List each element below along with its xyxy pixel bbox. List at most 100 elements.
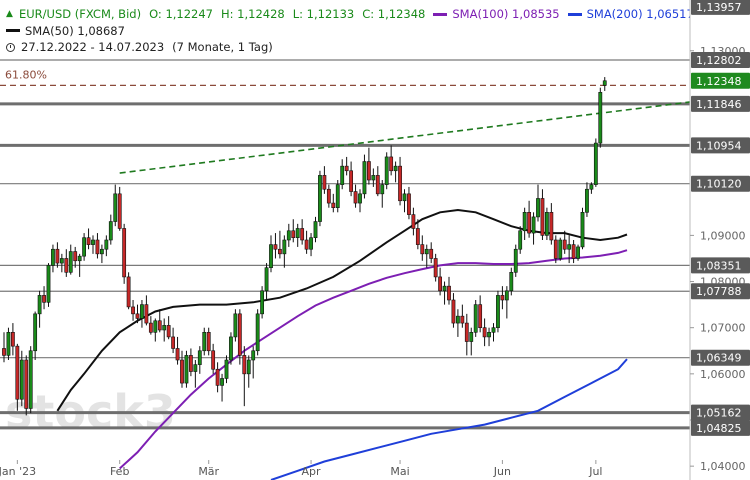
candle-up [580,212,585,248]
candle-up [28,350,33,409]
candle-down [144,304,149,324]
candle-up [255,313,260,352]
candle-down [135,313,140,319]
level-price-label-box [691,283,750,300]
y-tick-label: 1,04000 [700,460,746,473]
level-price-label: 1,04825 [696,422,742,435]
legend-sma100: SMA(100) 1,08535 [452,7,560,21]
candle-up [362,161,367,195]
candle-down [73,251,78,262]
candle-down [322,175,327,190]
candle-up [140,304,144,319]
candle-up [295,228,300,238]
candle-up [260,290,265,315]
candle-up [536,198,540,218]
candle-up [68,251,73,273]
candle-down [460,315,465,324]
candle-down [11,332,15,347]
candle-down [237,313,242,356]
candle-down [148,322,153,333]
legend-range: 27.12.2022 - 14.07.2023 [21,40,165,54]
candle-up [442,285,447,292]
candle-down [117,193,122,229]
candle-up [193,364,198,372]
candle-up [104,239,109,250]
sma200-line [270,358,628,480]
level-price-label-box [691,52,750,68]
x-tick-label: Apr [302,465,322,478]
candle-up [455,315,460,324]
candle-up [113,193,118,222]
candle-up [251,350,256,361]
candle-up [286,230,291,241]
candle-up [313,221,318,238]
candle-down [353,191,358,204]
candle-down [540,198,545,236]
candle-up [598,92,603,144]
candle-down [349,170,354,192]
candle-down [24,359,29,409]
y-tick-label: 1,09000 [700,229,746,242]
candle-down [407,193,411,215]
level-price-label: 1,10954 [696,139,742,152]
legend-high: H: 1,12428 [221,7,285,21]
legend-sma200: SMA(200) 1,06517 [586,7,694,21]
legend-low: L: 1,12133 [292,7,355,21]
level-price-label-box [691,419,750,436]
candle-down [211,350,216,370]
legend-sma50: SMA(50) 1,08687 [25,23,125,38]
candle-up [340,165,345,185]
horizontal-levels[interactable]: 61.80% [0,59,694,430]
candle-up [585,188,589,213]
candle-down [500,295,505,301]
x-tick-label: Jun [493,465,511,478]
candle-up [424,248,429,255]
candle-up [100,248,104,255]
candle-down [438,276,443,292]
sma100-line [119,249,628,470]
candle-up [335,184,340,208]
legend-period: (7 Monate, 1 Tag) [172,40,273,54]
candle-up [309,237,313,250]
top-price-label-box [691,0,750,15]
candles [2,77,607,416]
candle-down [571,244,576,259]
trendline[interactable] [119,100,694,174]
candle-down [420,244,425,255]
candle-down [42,295,46,303]
candle-down [166,325,171,338]
legend-row-range: 27.12.2022 - 14.07.2023 (7 Monate, 1 Tag… [6,39,694,56]
x-tick-label: Jan '23 [0,465,36,478]
candle-up [602,80,607,86]
candle-up [108,221,113,241]
candle-down [562,239,567,250]
candle-up [233,313,238,338]
candle-up [589,184,594,190]
candle-down [527,212,532,234]
candle-down [553,239,558,259]
candle-down [180,359,184,384]
candle-up [393,165,398,172]
candle-down [464,322,469,342]
candle-up [264,267,269,292]
level-price-label-box [691,95,750,112]
candle-up [518,230,523,250]
candle-down [411,214,416,229]
candle-down [415,228,420,245]
candle-up [509,272,514,292]
chart-legend: ▲ EUR/USD (FXCM, Bid) O: 1,12247 H: 1,12… [6,6,694,56]
candle-down [86,237,91,245]
sma100-swatch [433,12,448,16]
level-price-label: 1,12802 [696,54,742,67]
fib-level-label: 61.80% [5,68,47,81]
candle-down [55,248,60,264]
up-arrow-icon: ▲ [6,9,13,19]
candle-down [447,285,451,301]
level-price-label: 1,07788 [696,285,742,298]
candle-up [487,332,491,338]
level-price-label: 1,06349 [696,352,742,365]
candle-down [2,348,6,356]
candle-up [220,378,224,386]
candle-down [389,156,394,172]
